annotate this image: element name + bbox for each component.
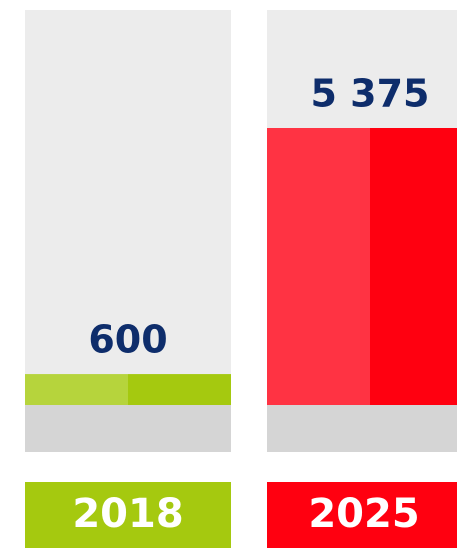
bar-base-strip [267,405,457,452]
value-label: 5 375 [311,72,430,116]
bar [25,374,231,405]
bar-light-half [25,374,128,405]
category-box [25,482,231,548]
bar-base-strip [25,405,231,452]
category-box [267,482,457,548]
value-label: 600 [88,318,167,362]
category-label: 2025 [308,491,419,537]
bar-background [25,10,231,405]
bar-dark-half [370,128,457,405]
category-label: 2018 [72,491,183,537]
bar-light-half [267,128,370,405]
bar [267,128,457,405]
bar-dark-half [128,374,231,405]
